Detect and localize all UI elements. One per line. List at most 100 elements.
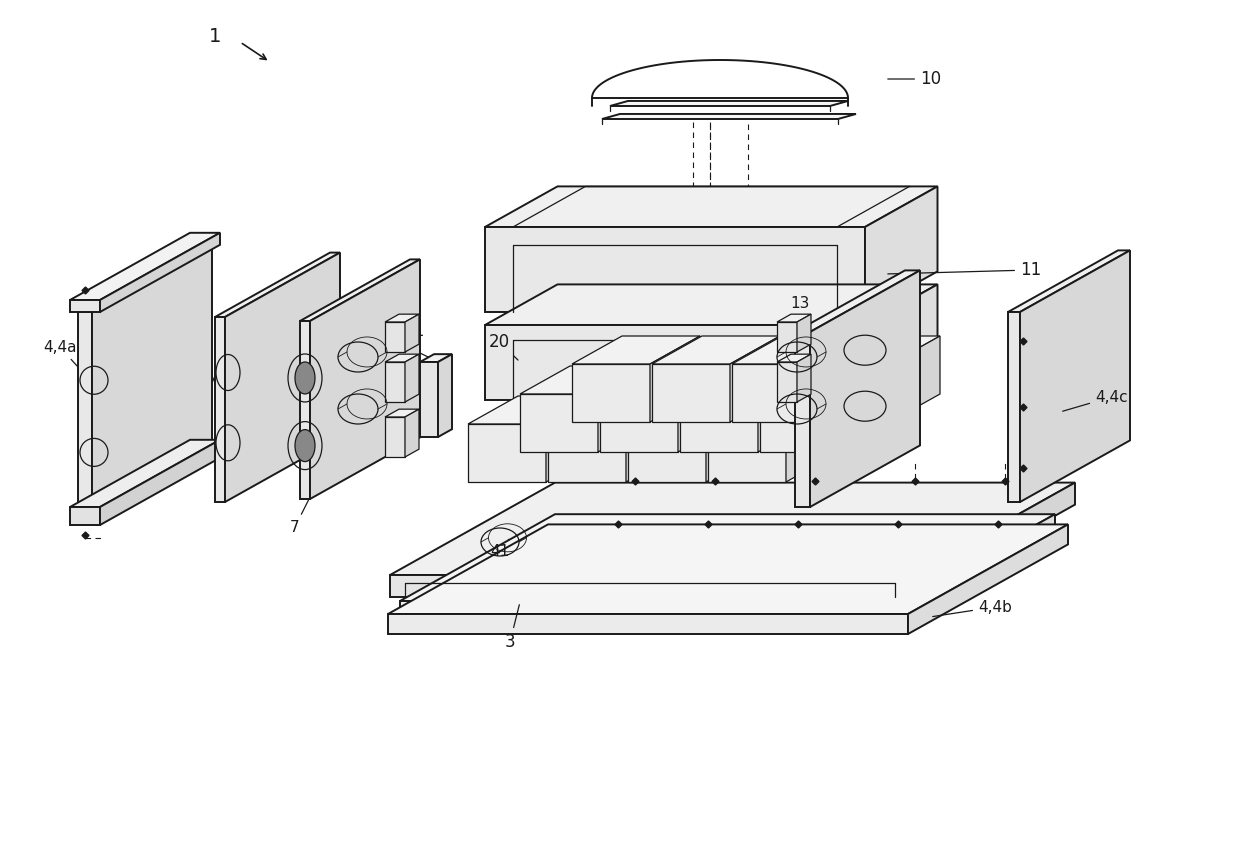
Polygon shape bbox=[797, 354, 811, 402]
Text: 1: 1 bbox=[208, 27, 221, 47]
Text: 13: 13 bbox=[358, 366, 378, 382]
Polygon shape bbox=[391, 575, 910, 597]
Text: 13: 13 bbox=[358, 292, 378, 308]
Polygon shape bbox=[384, 354, 419, 362]
Polygon shape bbox=[388, 524, 1068, 614]
Text: 3: 3 bbox=[505, 605, 520, 651]
Polygon shape bbox=[69, 507, 100, 525]
Polygon shape bbox=[627, 424, 706, 482]
Polygon shape bbox=[384, 362, 405, 402]
Text: 10: 10 bbox=[888, 70, 941, 88]
Text: 7: 7 bbox=[290, 499, 309, 534]
Polygon shape bbox=[485, 285, 937, 325]
Polygon shape bbox=[405, 314, 419, 352]
Polygon shape bbox=[758, 366, 808, 452]
Polygon shape bbox=[467, 424, 546, 482]
Polygon shape bbox=[732, 364, 810, 422]
Polygon shape bbox=[706, 396, 756, 482]
Text: 4,4a: 4,4a bbox=[43, 339, 103, 395]
Polygon shape bbox=[215, 252, 340, 317]
Polygon shape bbox=[601, 114, 856, 119]
Polygon shape bbox=[485, 187, 937, 227]
Polygon shape bbox=[812, 364, 890, 422]
Polygon shape bbox=[520, 394, 598, 452]
Polygon shape bbox=[627, 396, 756, 424]
Polygon shape bbox=[438, 354, 453, 437]
Text: 41: 41 bbox=[405, 325, 424, 339]
Polygon shape bbox=[310, 259, 420, 499]
Polygon shape bbox=[777, 314, 811, 322]
Text: 11: 11 bbox=[888, 261, 1042, 279]
Polygon shape bbox=[384, 314, 419, 322]
Ellipse shape bbox=[295, 429, 315, 462]
Polygon shape bbox=[384, 409, 419, 417]
Polygon shape bbox=[838, 366, 888, 452]
Polygon shape bbox=[215, 317, 224, 502]
Polygon shape bbox=[546, 396, 596, 482]
Polygon shape bbox=[908, 524, 1068, 634]
Polygon shape bbox=[391, 482, 1075, 575]
Text: 41: 41 bbox=[405, 384, 424, 400]
Polygon shape bbox=[69, 440, 219, 507]
Text: 13: 13 bbox=[790, 412, 810, 428]
Polygon shape bbox=[610, 101, 848, 106]
Polygon shape bbox=[760, 366, 888, 394]
Polygon shape bbox=[652, 364, 730, 422]
Polygon shape bbox=[708, 424, 786, 482]
Polygon shape bbox=[795, 270, 920, 332]
Polygon shape bbox=[598, 366, 649, 452]
Polygon shape bbox=[384, 322, 405, 352]
Polygon shape bbox=[797, 314, 811, 352]
Polygon shape bbox=[866, 187, 937, 312]
Text: 6: 6 bbox=[195, 339, 224, 405]
Polygon shape bbox=[384, 417, 405, 457]
Text: 13: 13 bbox=[790, 296, 810, 312]
Text: 41: 41 bbox=[490, 539, 510, 560]
Text: 11: 11 bbox=[527, 391, 573, 411]
Text: 4,4b: 4,4b bbox=[932, 600, 1012, 617]
Polygon shape bbox=[100, 440, 219, 525]
Polygon shape bbox=[1008, 250, 1130, 312]
Polygon shape bbox=[732, 336, 861, 364]
Polygon shape bbox=[650, 336, 701, 422]
Polygon shape bbox=[777, 362, 797, 402]
Polygon shape bbox=[100, 233, 219, 312]
Polygon shape bbox=[600, 394, 678, 452]
Polygon shape bbox=[600, 366, 728, 394]
Polygon shape bbox=[78, 245, 212, 312]
Polygon shape bbox=[1021, 250, 1130, 502]
Polygon shape bbox=[890, 336, 940, 422]
Polygon shape bbox=[300, 321, 310, 499]
Polygon shape bbox=[401, 515, 1055, 601]
Polygon shape bbox=[810, 270, 920, 507]
Polygon shape bbox=[678, 366, 728, 452]
Polygon shape bbox=[680, 366, 808, 394]
Polygon shape bbox=[777, 354, 811, 362]
Polygon shape bbox=[401, 601, 900, 619]
Polygon shape bbox=[810, 336, 861, 422]
Polygon shape bbox=[78, 312, 92, 507]
Text: 20: 20 bbox=[489, 333, 518, 360]
Polygon shape bbox=[520, 366, 649, 394]
Polygon shape bbox=[548, 396, 676, 424]
Polygon shape bbox=[92, 245, 212, 507]
Polygon shape bbox=[760, 394, 838, 452]
Polygon shape bbox=[388, 614, 908, 634]
Polygon shape bbox=[795, 332, 810, 507]
Polygon shape bbox=[420, 362, 438, 437]
Text: 41: 41 bbox=[735, 418, 764, 440]
Polygon shape bbox=[786, 396, 836, 482]
Polygon shape bbox=[572, 364, 650, 422]
Polygon shape bbox=[866, 285, 937, 400]
Text: 4,4d: 4,4d bbox=[381, 335, 435, 360]
Polygon shape bbox=[405, 409, 419, 457]
Polygon shape bbox=[1008, 312, 1021, 502]
Polygon shape bbox=[652, 336, 780, 364]
Polygon shape bbox=[485, 227, 866, 312]
Polygon shape bbox=[777, 322, 797, 352]
Polygon shape bbox=[420, 354, 453, 362]
Polygon shape bbox=[69, 233, 219, 300]
Polygon shape bbox=[910, 482, 1075, 597]
Polygon shape bbox=[730, 336, 780, 422]
Polygon shape bbox=[708, 396, 836, 424]
